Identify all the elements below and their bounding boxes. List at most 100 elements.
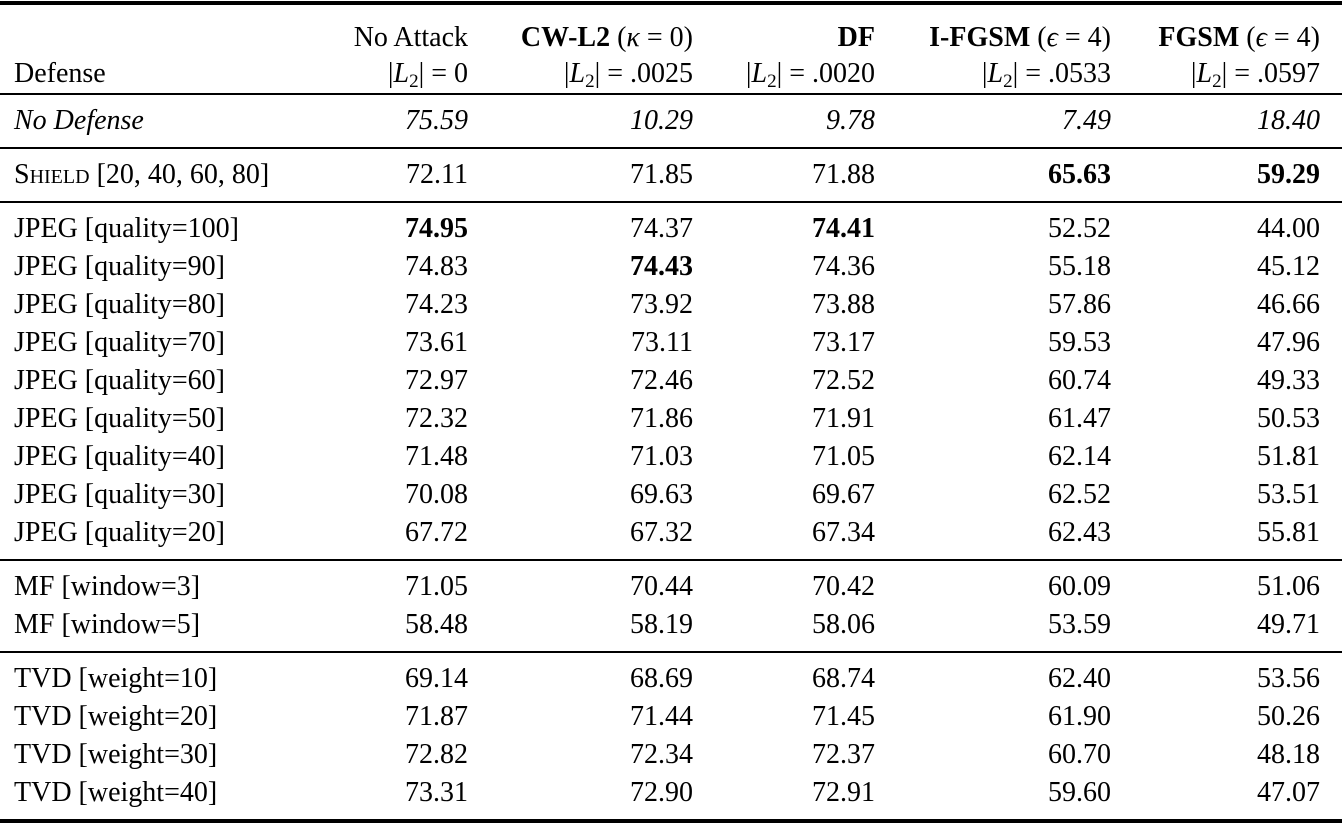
table-row: JPEG [quality=50] 72.32 71.86 71.91 61.47 50.…	[0, 400, 1342, 438]
value-cell: 73.61	[405, 327, 468, 358]
value-cell: 73.92	[630, 289, 693, 320]
attack-param-value: 4	[1296, 22, 1311, 53]
value-cell: 71.91	[812, 403, 875, 434]
attack-name: DF	[837, 22, 875, 53]
value-cell: 74.83	[405, 251, 468, 282]
value-cell: 50.53	[1257, 403, 1320, 434]
value-cell: 71.44	[630, 701, 693, 732]
value-cell: 72.32	[405, 403, 468, 434]
value-cell: 44.00	[1257, 213, 1320, 244]
col-header-l2-df: |L2| = .0020	[745, 58, 875, 92]
value-cell: 71.05	[812, 441, 875, 472]
value-cell: 47.07	[1257, 777, 1320, 808]
value-cell: 55.18	[1048, 251, 1111, 282]
value-cell: 65.63	[1048, 159, 1111, 190]
defense-label-cell: JPEG [quality=60]	[0, 362, 340, 400]
value-cell: 71.05	[405, 571, 468, 602]
l2-norm-subscript: 2	[1003, 70, 1013, 92]
l2-norm-value: .0025	[630, 58, 693, 89]
defense-param: [quality=100]	[84, 213, 240, 244]
defense-name: No Defense	[14, 105, 144, 136]
value-cell: 73.11	[631, 327, 693, 358]
group-mf: MF [window=3] 71.05 70.44 70.42 60.09 51.06 MF…	[0, 560, 1342, 652]
value-cell: 74.43	[630, 251, 693, 282]
l2-norm-value: .0597	[1257, 58, 1320, 89]
l2-norm-letter: L	[1196, 58, 1213, 89]
defense-param: [quality=80]	[84, 289, 226, 320]
group-tvd: TVD [weight=10] 69.14 68.69 68.74 62.40 53.56…	[0, 652, 1342, 821]
value-cell: 53.59	[1048, 609, 1111, 640]
value-cell: 73.31	[405, 777, 468, 808]
defense-label-cell: TVD [weight=20]	[0, 698, 340, 736]
l2-norm-subscript: 2	[585, 70, 595, 92]
value-cell: 74.41	[812, 213, 875, 244]
value-cell: 62.40	[1048, 663, 1111, 694]
l2-norm-value: .0020	[812, 58, 875, 89]
value-cell: 74.95	[405, 213, 468, 244]
defense-column-header: Defense	[14, 58, 106, 89]
defense-label-cell: JPEG [quality=40]	[0, 438, 340, 476]
col-header-l2-i-fgsm: |L2| = .0533	[981, 58, 1111, 92]
value-cell: 51.81	[1257, 441, 1320, 472]
value-cell: 72.90	[630, 777, 693, 808]
col-header-i-fgsm: I-FGSM (ϵ = 4)	[929, 22, 1111, 53]
value-cell: 72.52	[812, 365, 875, 396]
table-row: TVD [weight=40] 73.31 72.90 72.91 59.60 47.07	[0, 774, 1342, 821]
defense-name: JPEG	[14, 365, 78, 396]
l2-norm-letter: L	[569, 58, 586, 89]
table-row: JPEG [quality=90] 74.83 74.43 74.36 55.18 45.…	[0, 248, 1342, 286]
value-cell: 47.96	[1257, 327, 1320, 358]
value-cell: 70.42	[812, 571, 875, 602]
value-cell: 48.18	[1257, 739, 1320, 770]
defense-label-cell: MF [window=3]	[0, 560, 340, 606]
defense-name: JPEG	[14, 289, 78, 320]
defense-name: Shield	[14, 159, 90, 190]
defense-name: JPEG	[14, 517, 78, 548]
value-cell: 62.14	[1048, 441, 1111, 472]
value-cell: 72.82	[405, 739, 468, 770]
value-cell: 59.29	[1257, 159, 1320, 190]
value-cell: 71.87	[405, 701, 468, 732]
value-cell: 74.37	[630, 213, 693, 244]
attack-name: I-FGSM	[929, 22, 1031, 53]
defense-param: [weight=30]	[78, 739, 218, 770]
group-no-defense: No Defense 75.59 10.29 9.78 7.49 18.40	[0, 94, 1342, 148]
l2-norm-letter: L	[987, 58, 1004, 89]
defense-name: TVD	[14, 739, 72, 770]
value-cell: 60.74	[1048, 365, 1111, 396]
value-cell: 71.86	[630, 403, 693, 434]
col-header-no-attack: No Attack	[340, 3, 468, 55]
value-cell: 70.44	[630, 571, 693, 602]
defense-param: [weight=10]	[78, 663, 218, 694]
value-cell: 69.67	[812, 479, 875, 510]
l2-norm-subscript: 2	[409, 70, 419, 92]
header-attack-row: No Attack CW-L2 (κ = 0) DF I-FGSM (ϵ = 4) FG…	[0, 3, 1342, 55]
value-cell: 49.33	[1257, 365, 1320, 396]
defense-name: MF	[14, 609, 55, 640]
col-header-fgsm: FGSM (ϵ = 4)	[1158, 22, 1320, 53]
defense-label-cell: TVD [weight=40]	[0, 774, 340, 821]
attack-param-symbol: ϵ	[1255, 22, 1267, 53]
defense-name: JPEG	[14, 251, 78, 282]
defense-param: [quality=20]	[84, 517, 226, 548]
defense-param: [window=5]	[61, 609, 201, 640]
value-cell: 52.52	[1048, 213, 1111, 244]
defense-name: TVD	[14, 701, 72, 732]
attack-param-value: 0	[669, 22, 684, 53]
defense-param: [quality=70]	[84, 327, 226, 358]
value-cell: 74.36	[812, 251, 875, 282]
attack-name: CW-L2	[520, 22, 611, 53]
value-cell: 71.03	[630, 441, 693, 472]
table-row: JPEG [quality=70] 73.61 73.11 73.17 59.53 47.…	[0, 324, 1342, 362]
value-cell: 69.63	[630, 479, 693, 510]
attack-name: FGSM	[1158, 22, 1240, 53]
value-cell: 72.91	[812, 777, 875, 808]
table-row: TVD [weight=10] 69.14 68.69 68.74 62.40 53.56	[0, 652, 1342, 698]
defense-name: TVD	[14, 777, 72, 808]
value-cell: 72.97	[405, 365, 468, 396]
table-row: TVD [weight=30] 72.82 72.34 72.37 60.70 48.18	[0, 736, 1342, 774]
table-row: No Defense 75.59 10.29 9.78 7.49 18.40	[0, 94, 1342, 148]
defense-param: [weight=20]	[78, 701, 218, 732]
value-cell: 51.06	[1257, 571, 1320, 602]
